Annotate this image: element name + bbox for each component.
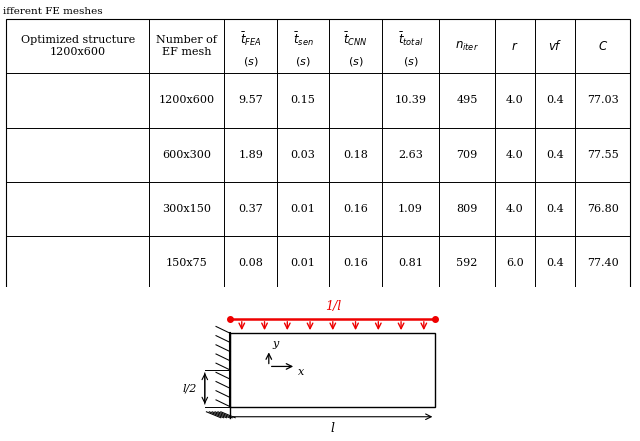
Text: 0.01: 0.01	[291, 204, 316, 214]
Text: 709: 709	[456, 149, 477, 160]
Text: 77.40: 77.40	[587, 258, 618, 268]
Text: 0.18: 0.18	[343, 149, 368, 160]
Text: y: y	[272, 339, 278, 348]
Text: 0.08: 0.08	[238, 258, 263, 268]
Text: $\bar{t}_{FEA}$: $\bar{t}_{FEA}$	[240, 30, 262, 48]
Text: 77.03: 77.03	[587, 95, 618, 105]
Text: $\bar{t}_{total}$: $\bar{t}_{total}$	[397, 30, 423, 48]
Text: Number of
EF mesh: Number of EF mesh	[156, 35, 217, 57]
Text: $(s)$: $(s)$	[403, 55, 419, 67]
Text: ifferent FE meshes: ifferent FE meshes	[3, 7, 103, 15]
Text: 0.4: 0.4	[546, 95, 564, 105]
Text: 1.09: 1.09	[398, 204, 423, 214]
Text: l/2: l/2	[182, 384, 197, 393]
Text: $(s)$: $(s)$	[348, 55, 363, 67]
Text: $vf$: $vf$	[548, 39, 562, 53]
Text: l: l	[331, 422, 335, 435]
Text: 77.55: 77.55	[587, 149, 618, 160]
Text: Optimized structure
1200x600: Optimized structure 1200x600	[20, 35, 135, 57]
Text: 10.39: 10.39	[394, 95, 426, 105]
Bar	[230, 333, 435, 407]
Text: $C$: $C$	[598, 40, 608, 52]
Text: 600x300: 600x300	[162, 149, 211, 160]
Text: 4.0: 4.0	[506, 149, 524, 160]
Text: 0.4: 0.4	[546, 204, 564, 214]
Text: 495: 495	[456, 95, 478, 105]
Text: $\bar{t}_{sen}$: $\bar{t}_{sen}$	[292, 30, 314, 48]
Text: 1/l: 1/l	[324, 299, 341, 313]
Text: $\bar{t}_{CNN}$: $\bar{t}_{CNN}$	[343, 30, 367, 48]
Text: $(s)$: $(s)$	[243, 55, 259, 67]
Text: 0.03: 0.03	[291, 149, 316, 160]
Text: $n_{iter}$: $n_{iter}$	[455, 40, 479, 52]
Text: $r$: $r$	[511, 40, 518, 52]
Text: 0.16: 0.16	[343, 258, 368, 268]
Text: 1200x600: 1200x600	[159, 95, 215, 105]
Text: 592: 592	[456, 258, 478, 268]
Text: 0.16: 0.16	[343, 204, 368, 214]
Text: 0.4: 0.4	[546, 149, 564, 160]
Text: 300x150: 300x150	[162, 204, 211, 214]
Text: 6.0: 6.0	[506, 258, 524, 268]
Text: 76.80: 76.80	[587, 204, 619, 214]
Text: 2.63: 2.63	[398, 149, 423, 160]
Text: 0.01: 0.01	[291, 258, 316, 268]
Text: 0.15: 0.15	[291, 95, 316, 105]
Text: 4.0: 4.0	[506, 95, 524, 105]
Text: 0.37: 0.37	[238, 204, 263, 214]
Text: 150x75: 150x75	[166, 258, 207, 268]
Text: 4.0: 4.0	[506, 204, 524, 214]
Text: 0.4: 0.4	[546, 258, 564, 268]
Text: 9.57: 9.57	[238, 95, 263, 105]
Text: 809: 809	[456, 204, 478, 214]
Text: x: x	[298, 367, 304, 377]
Text: $(s)$: $(s)$	[295, 55, 311, 67]
Text: 0.81: 0.81	[398, 258, 423, 268]
Text: 1.89: 1.89	[238, 149, 263, 160]
